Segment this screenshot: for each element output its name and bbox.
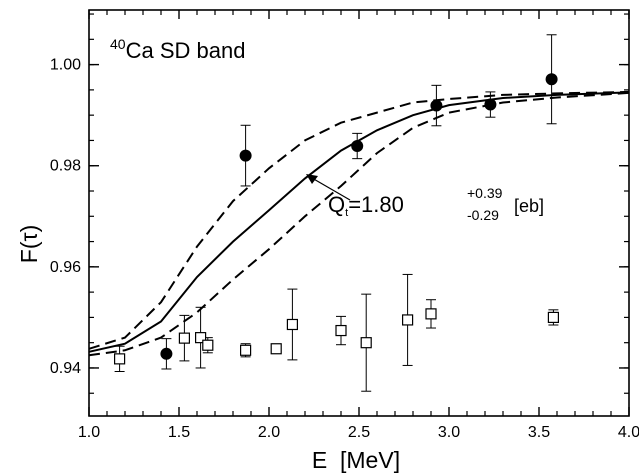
- markers: [113, 73, 560, 365]
- x-tick-label: 4.0: [618, 424, 639, 441]
- y-tick-label: 0.98: [50, 158, 81, 175]
- data-point-square: [195, 332, 207, 344]
- x-axis-label: E [MeV]: [312, 447, 400, 473]
- annotation-q: Q: [328, 192, 345, 217]
- data-point-square: [202, 339, 214, 351]
- panel-label-sup: 40: [110, 36, 126, 52]
- dashed-curve: [88, 90, 630, 350]
- data-point-square: [178, 332, 190, 344]
- x-tick-label: 1.5: [168, 424, 190, 441]
- plot-area: 1.0 1.5 2.0 2.5 3.0 3.5 4.0 0.94 0.96 0.98 1.00: [50, 9, 639, 441]
- y-tick-label: 0.94: [50, 360, 81, 377]
- annotation-arrow-head: [306, 174, 318, 184]
- annotation-q-sub: t: [345, 207, 348, 219]
- data-point-circle: [239, 149, 252, 162]
- data-point-square: [286, 318, 298, 331]
- data-point-square: [360, 337, 372, 349]
- annotation-eq: =1.80: [348, 192, 404, 217]
- x-tick-label: 3.5: [528, 424, 550, 441]
- x-tick-label: 3.0: [438, 424, 460, 441]
- data-point-circle: [484, 98, 497, 111]
- annotation-label: Qt=1.80: [328, 192, 404, 219]
- y-axis-label: F(τ): [16, 225, 42, 263]
- annotation-sup: +0.39: [467, 185, 503, 201]
- data-point-square: [113, 353, 126, 365]
- y-tick-label: 1.00: [50, 57, 81, 74]
- annotation-sub: -0.29: [467, 207, 499, 223]
- panel-label: 40Ca SD band: [110, 36, 245, 63]
- x-tick-label: 2.5: [348, 424, 370, 441]
- data-point-square: [240, 344, 252, 356]
- x-tick-label: 2.0: [258, 424, 280, 441]
- data-point-square: [425, 308, 437, 320]
- data-point-square: [402, 314, 414, 326]
- y-tick-label: 0.96: [50, 259, 81, 276]
- data-point-square: [335, 324, 347, 337]
- data-point-square: [547, 311, 560, 324]
- data-point-square: [270, 343, 282, 355]
- x-tick-label: 1.0: [78, 424, 100, 441]
- data-point-circle: [351, 140, 364, 153]
- panel-label-main: Ca SD band: [126, 38, 246, 63]
- data-point-circle: [160, 347, 173, 360]
- data-point-circle: [430, 99, 443, 112]
- solid-curve: [88, 91, 630, 353]
- x-axis-ticks: 1.0 1.5 2.0 2.5 3.0 3.5 4.0: [78, 10, 639, 441]
- annotation-arrow-line: [311, 177, 351, 201]
- annotation-unit: [eb]: [514, 196, 544, 216]
- annotation-arrow: [306, 174, 351, 201]
- y-axis-ticks: 0.94 0.96 0.98 1.00: [50, 13, 629, 394]
- curves: [88, 90, 630, 357]
- data-point-circle: [545, 73, 558, 86]
